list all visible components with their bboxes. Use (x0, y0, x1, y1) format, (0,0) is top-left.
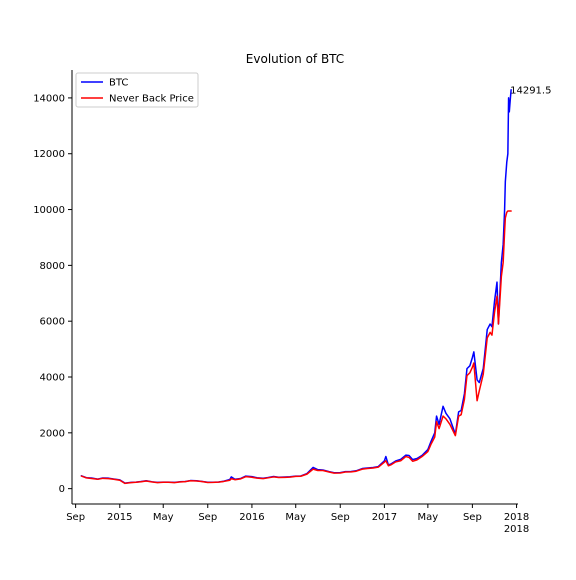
x-tick-label: Sep (198, 512, 217, 523)
x-offset-label: 2018 (504, 524, 529, 535)
y-tick-label: 14000 (33, 93, 65, 104)
x-tick-label: 2017 (372, 512, 397, 523)
x-tick-label: May (285, 512, 306, 523)
legend-box (75, 72, 199, 108)
x-tick-label: May (418, 512, 439, 523)
legend-label-btc: BTC (109, 78, 128, 89)
legend: BTC Never Back Price (75, 72, 199, 108)
y-axis: 0 2000 4000 6000 8000 10000 12000 14000 (33, 70, 73, 504)
x-axis: Sep 2015 May Sep 2016 May Sep 2017 May Sep 2018201… (66, 503, 529, 535)
y-tick-label: 10000 (33, 205, 65, 216)
y-tick-label: 0 (59, 484, 65, 495)
series-group (80, 89, 512, 485)
x-tick-label: May (153, 512, 174, 523)
x-tick-label: Sep (463, 512, 482, 523)
x-tick-label: 2018 (504, 512, 529, 523)
x-tick-label: Sep (331, 512, 350, 523)
chart-title: Evolution of BTC (246, 52, 344, 66)
y-tick-label: 4000 (40, 373, 65, 384)
y-tick-label: 12000 (33, 149, 65, 160)
annotation-group: 14291.5 (510, 85, 551, 96)
legend-label-never-back-price: Never Back Price (109, 94, 194, 105)
max-value-annotation: 14291.5 (510, 85, 551, 96)
x-tick-label: 2015 (107, 512, 132, 523)
y-tick-label: 6000 (40, 317, 65, 328)
y-tick-label: 8000 (40, 261, 65, 272)
y-tick-label: 2000 (40, 428, 65, 439)
x-tick-label: Sep (66, 512, 85, 523)
series-line-never-back-price (80, 210, 512, 485)
x-tick-label: 2016 (239, 512, 264, 523)
